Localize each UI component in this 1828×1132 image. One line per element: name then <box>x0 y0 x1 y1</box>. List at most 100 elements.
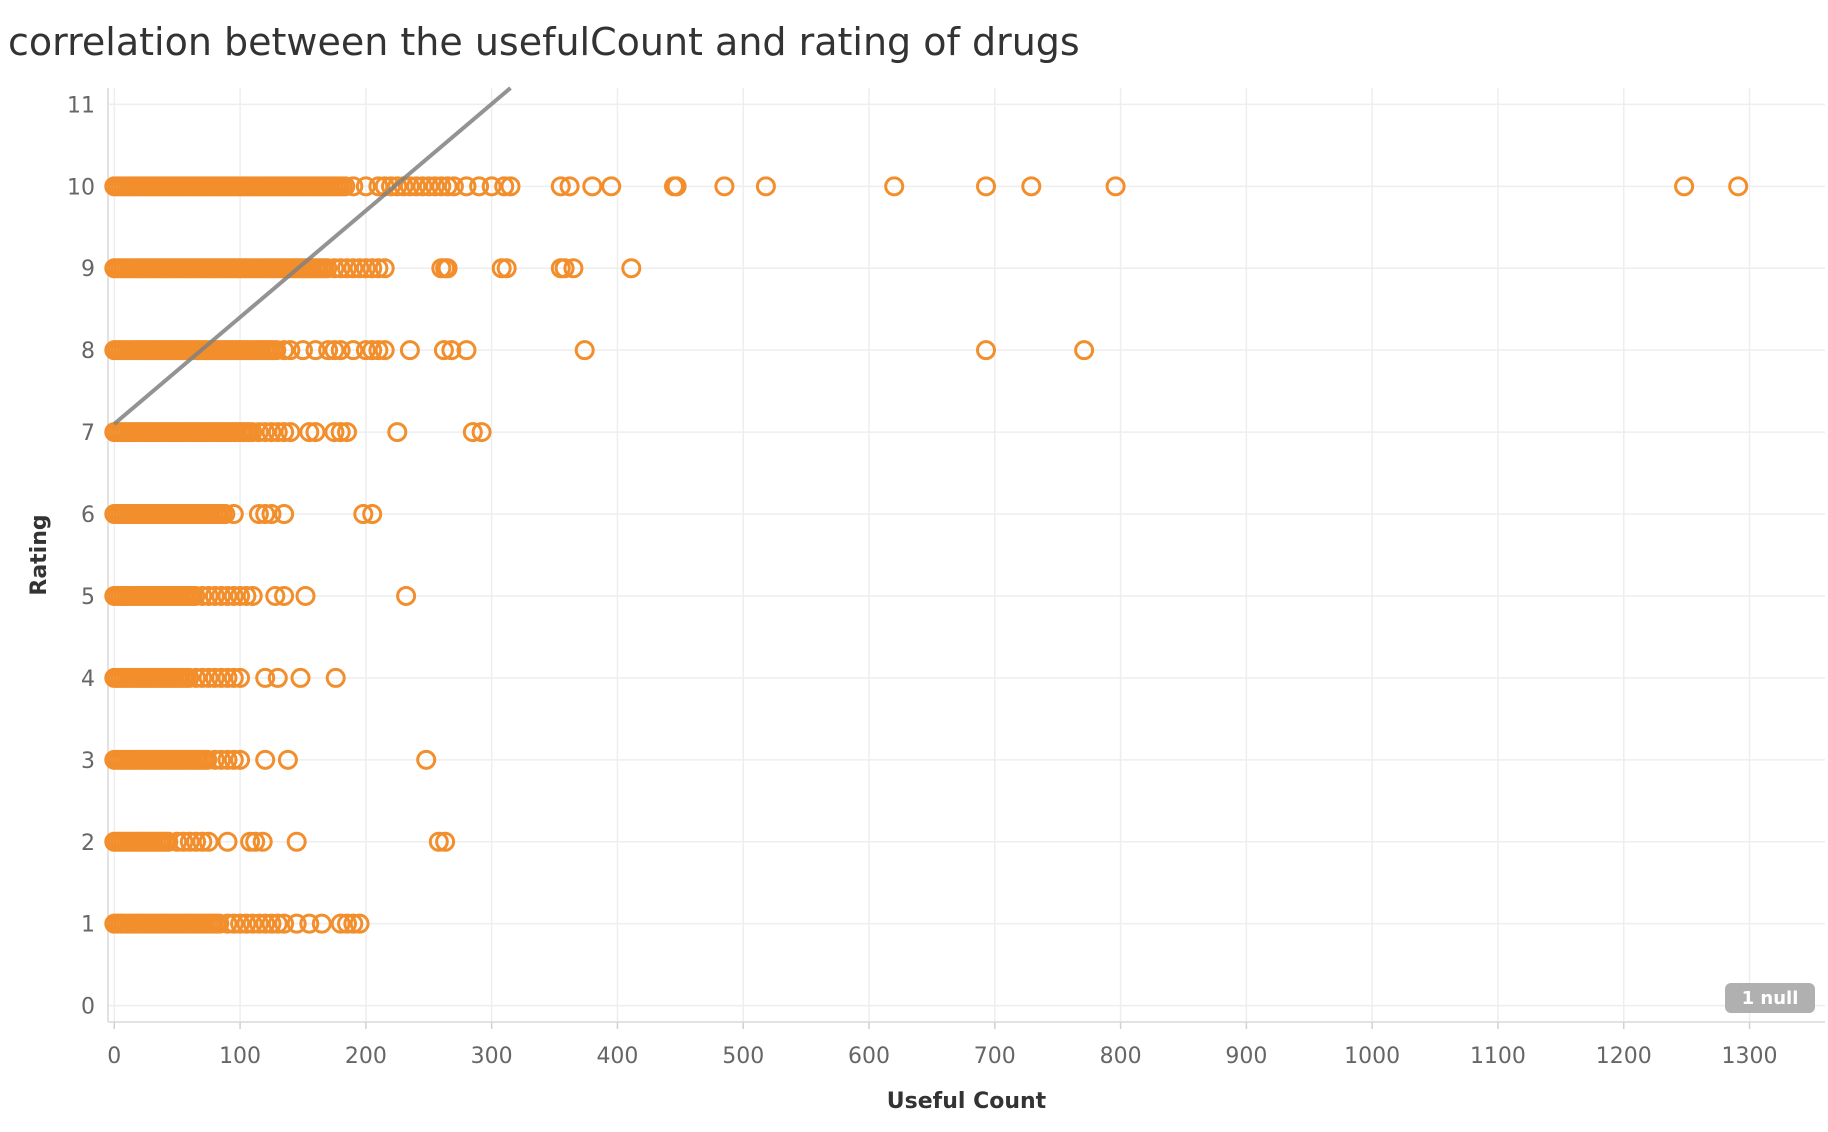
data-point <box>255 913 276 934</box>
data-point <box>471 422 492 443</box>
data-point <box>280 340 301 361</box>
data-point <box>230 585 251 606</box>
data-point <box>286 913 307 934</box>
data-point <box>217 831 238 852</box>
data-point <box>418 176 439 197</box>
data-point <box>884 176 905 197</box>
data-point <box>412 176 433 197</box>
data-point <box>290 667 311 688</box>
data-point <box>425 176 445 197</box>
data-point <box>324 258 345 279</box>
data-point <box>280 422 301 443</box>
data-point <box>1674 176 1695 197</box>
data-point <box>179 667 200 688</box>
data-point <box>277 749 298 770</box>
data-point <box>267 667 288 688</box>
data-point <box>362 340 383 361</box>
data-point <box>469 176 490 197</box>
data-point <box>441 340 462 361</box>
data-point <box>431 176 452 197</box>
data-point <box>563 258 584 279</box>
data-point <box>186 831 207 852</box>
data-point <box>230 913 251 934</box>
x-tick-label: 1300 <box>1722 1044 1778 1069</box>
x-tick-label: 500 <box>722 1044 764 1069</box>
data-point <box>349 258 370 279</box>
data-point <box>343 913 364 934</box>
data-point <box>192 667 213 688</box>
y-tick-label: 8 <box>81 339 95 364</box>
data-point <box>1728 176 1749 197</box>
data-point <box>318 340 339 361</box>
data-point <box>274 585 295 606</box>
data-point <box>976 340 996 361</box>
x-tick-label: 0 <box>107 1044 121 1069</box>
data-point <box>582 176 603 197</box>
data-point <box>267 422 288 443</box>
data-point <box>387 176 408 197</box>
null-indicator-badge[interactable]: 1 null <box>1725 983 1815 1013</box>
data-point <box>223 585 244 606</box>
data-point <box>242 585 263 606</box>
x-tick-label: 1000 <box>1344 1044 1400 1069</box>
data-point <box>173 831 194 852</box>
data-point <box>185 585 206 606</box>
data-point <box>368 176 389 197</box>
data-point <box>396 585 417 606</box>
data-point <box>167 831 188 852</box>
y-tick-label: 10 <box>67 175 95 200</box>
data-point <box>211 749 232 770</box>
data-point <box>550 176 571 197</box>
y-tick-label: 11 <box>67 93 95 118</box>
data-point <box>261 913 282 934</box>
data-point <box>355 340 376 361</box>
data-point <box>330 913 351 934</box>
data-point <box>248 422 269 443</box>
data-point <box>343 258 364 279</box>
data-point <box>305 340 326 361</box>
data-point <box>242 422 263 443</box>
data-point <box>755 176 776 197</box>
x-tick-label: 100 <box>219 1044 261 1069</box>
data-point <box>274 504 295 525</box>
data-point <box>437 176 458 197</box>
y-tick-label: 5 <box>81 585 95 610</box>
data-point <box>236 913 257 934</box>
data-point <box>406 176 427 197</box>
data-point <box>217 749 238 770</box>
grid-lines <box>108 88 1825 1022</box>
data-point <box>265 585 286 606</box>
y-axis-title: Rating <box>27 514 52 595</box>
data-point <box>335 176 356 197</box>
data-points <box>104 176 1749 934</box>
data-point <box>324 422 345 443</box>
x-tick-label: 900 <box>1225 1044 1267 1069</box>
data-point <box>574 340 595 361</box>
data-point <box>217 913 238 934</box>
data-point <box>158 831 179 852</box>
data-point <box>349 913 370 934</box>
data-point <box>198 831 219 852</box>
data-point <box>223 667 244 688</box>
data-point <box>324 340 345 361</box>
data-point <box>286 831 307 852</box>
data-point <box>337 422 357 443</box>
data-point <box>443 176 464 197</box>
trend-line-group <box>112 86 512 426</box>
data-point <box>299 422 320 443</box>
data-point <box>1021 176 1042 197</box>
data-point <box>261 422 282 443</box>
trend-line <box>112 86 512 426</box>
data-point <box>204 585 225 606</box>
data-point <box>428 831 449 852</box>
data-point <box>601 176 622 197</box>
chart-title: correlation between the usefulCount and … <box>8 20 1080 64</box>
data-point <box>209 913 230 934</box>
x-tick-label: 300 <box>471 1044 513 1069</box>
data-point <box>317 258 338 279</box>
data-point <box>211 585 232 606</box>
data-point <box>435 831 456 852</box>
null-badge-background <box>1725 983 1815 1013</box>
x-tick-label: 600 <box>848 1044 890 1069</box>
